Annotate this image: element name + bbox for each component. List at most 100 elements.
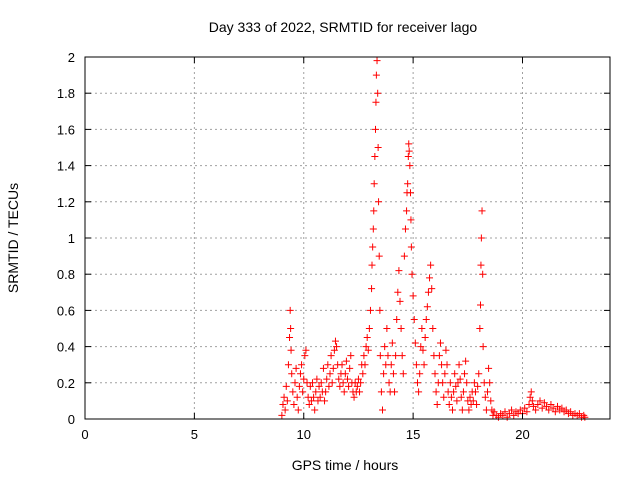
data-point [452, 382, 460, 390]
data-point [510, 411, 518, 419]
data-point [417, 343, 425, 351]
x-tick-label: 20 [515, 427, 529, 442]
data-point [394, 288, 402, 296]
data-point [581, 413, 589, 421]
data-point [440, 393, 448, 401]
data-point [527, 388, 535, 396]
data-point [516, 406, 524, 414]
data-point [376, 352, 384, 360]
data-point [422, 315, 430, 323]
data-point [451, 370, 459, 378]
data-point [300, 375, 308, 383]
data-point [449, 406, 456, 414]
x-tick-label: 15 [406, 427, 420, 442]
axis-ticks [84, 56, 610, 420]
data-point [521, 404, 529, 412]
data-point [400, 252, 408, 260]
data-point [287, 325, 295, 332]
data-point [356, 388, 364, 396]
data-point [420, 361, 428, 369]
data-point [476, 325, 484, 332]
x-tick-label: 10 [297, 427, 311, 442]
data-point [365, 325, 373, 332]
data-point [484, 388, 491, 396]
data-point [354, 375, 362, 383]
data-point [312, 388, 320, 396]
data-point [344, 375, 351, 383]
data-point [325, 382, 333, 390]
data-point [532, 406, 540, 414]
data-point [409, 292, 417, 300]
data-point [374, 144, 382, 151]
data-point [350, 393, 358, 401]
data-point [442, 346, 450, 354]
data-point [486, 379, 494, 387]
data-point [419, 346, 427, 354]
data-point [494, 413, 502, 421]
data-point [407, 189, 414, 197]
data-point [414, 379, 421, 387]
data-point [329, 364, 337, 372]
data-point [508, 406, 516, 414]
data-point [396, 297, 404, 305]
data-point [385, 379, 393, 387]
data-point [287, 346, 295, 354]
data-point [399, 370, 407, 378]
data-point [416, 370, 424, 378]
data-point [379, 406, 386, 414]
data-point [453, 397, 461, 405]
chart-title: Day 333 of 2022, SRMTID for receiver lag… [209, 19, 478, 35]
data-point [462, 357, 470, 365]
data-point [411, 339, 419, 347]
data-point [372, 98, 380, 106]
data-point [314, 397, 322, 405]
data-point [393, 315, 401, 323]
y-tick-label: 1 [68, 231, 75, 246]
data-point [454, 379, 462, 387]
data-point [481, 393, 489, 401]
data-point [407, 216, 415, 224]
y-tick-label: 1.6 [57, 122, 75, 137]
data-point [281, 406, 289, 414]
data-point [319, 364, 327, 372]
data-point [395, 267, 403, 275]
data-point [383, 325, 391, 332]
data-point [436, 339, 444, 347]
data-point [501, 408, 509, 416]
data-point [485, 364, 493, 372]
y-tick-label: 0 [68, 412, 75, 427]
data-point [363, 334, 371, 342]
data-point [286, 334, 294, 342]
data-point [405, 147, 413, 155]
data-point [387, 361, 395, 369]
data-point [370, 207, 378, 215]
data-point [455, 361, 463, 369]
data-point [347, 352, 355, 360]
data-point [328, 379, 336, 387]
data-point [443, 361, 451, 369]
y-tick-label: 1.4 [57, 159, 75, 174]
x-tick-label: 5 [191, 427, 198, 442]
data-point [459, 388, 467, 396]
data-point [284, 361, 292, 369]
data-point [305, 401, 313, 409]
data-point [282, 382, 290, 390]
data-point [478, 207, 486, 215]
data-point [477, 301, 484, 309]
data-point [339, 379, 347, 387]
data-point [477, 261, 485, 269]
data-point [299, 388, 307, 396]
data-point [322, 388, 330, 396]
data-point [554, 402, 561, 410]
data-point [580, 411, 588, 419]
data-point [335, 375, 343, 383]
data-point [279, 401, 287, 409]
data-point [291, 379, 299, 387]
data-point [427, 261, 435, 269]
data-point [458, 406, 466, 414]
data-point [340, 388, 348, 396]
data-point [381, 343, 389, 351]
data-point [469, 397, 477, 405]
data-point [551, 408, 559, 416]
data-point [372, 125, 379, 133]
